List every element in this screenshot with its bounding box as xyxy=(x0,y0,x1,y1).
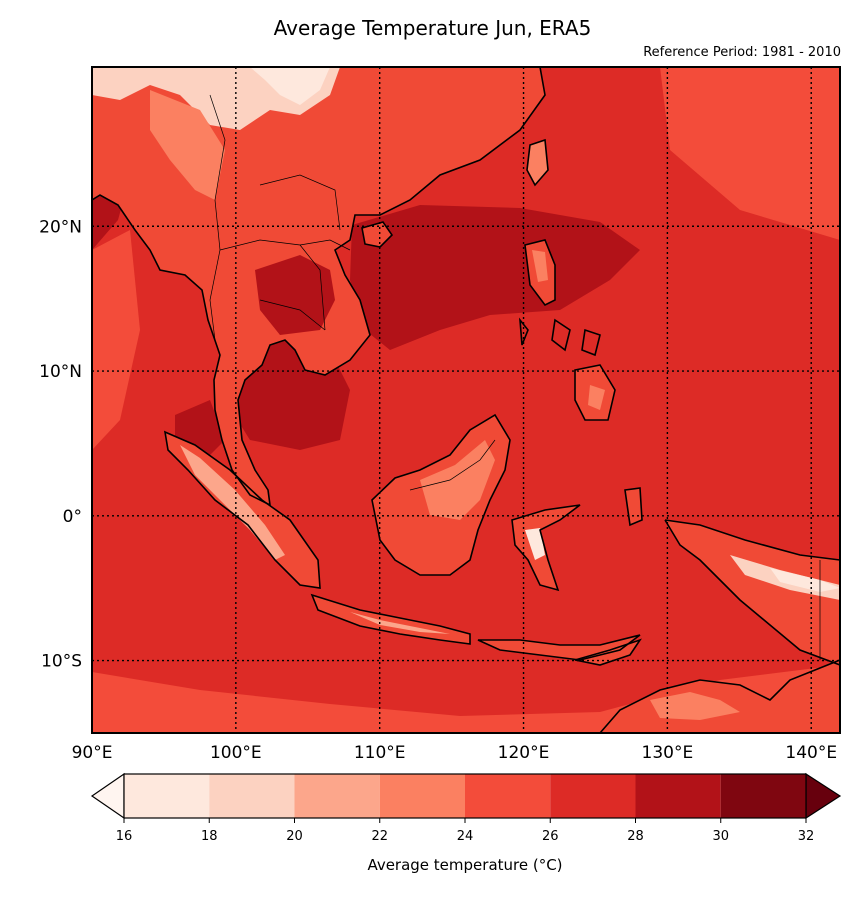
south-china-sea-warm-region xyxy=(350,205,640,350)
colorbar-tick-label: 22 xyxy=(371,829,388,844)
colorbar-label: Average temperature (°C) xyxy=(367,856,563,874)
lat-tick-label: 20°N xyxy=(39,217,82,237)
lat-tick-label: 10°N xyxy=(39,362,82,382)
colorbar-tick-label: 24 xyxy=(457,829,474,844)
colorbar-bin xyxy=(294,774,380,818)
colorbar-bin xyxy=(550,774,636,818)
colorbar-tick-label: 32 xyxy=(798,829,815,844)
colorbar-bin xyxy=(209,774,295,818)
lon-tick-label: 130°E xyxy=(642,743,694,763)
lon-tick-label: 90°E xyxy=(72,743,113,763)
colorbar-tick-label: 26 xyxy=(542,829,559,844)
sumatra-highlands xyxy=(180,445,285,560)
indochina-warm-interior xyxy=(255,255,335,335)
colorbar-tick-label: 16 xyxy=(116,829,133,844)
sulawesi xyxy=(512,505,580,590)
colorbar-bin xyxy=(465,774,551,818)
colorbar-bin xyxy=(379,774,465,818)
colorbar: 16 18 20 22 24 26 28 30 32 xyxy=(90,772,842,844)
mindanao-highlands xyxy=(588,385,605,410)
lon-tick-label: 140°E xyxy=(785,743,837,763)
lat-tick-label: 10°S xyxy=(41,652,82,672)
sulawesi-highlands xyxy=(525,528,545,560)
colorbar-tick-label: 30 xyxy=(712,829,729,844)
new-guinea-peaks xyxy=(770,568,840,592)
map-gridlines xyxy=(92,67,840,733)
latitude-tick-labels: 20°N 10°N 0° 10°S xyxy=(39,217,82,671)
luzon-highlands xyxy=(532,250,548,282)
hainan xyxy=(362,222,392,247)
taiwan xyxy=(527,140,548,185)
colorbar-bin xyxy=(635,774,721,818)
plateau-coldest xyxy=(250,67,330,105)
lon-tick-label: 100°E xyxy=(210,743,262,763)
colorbar-over-arrow xyxy=(805,772,842,820)
lat-tick-label: 0° xyxy=(63,507,82,527)
country-borders xyxy=(209,94,821,660)
lon-tick-label: 110°E xyxy=(354,743,406,763)
australia-north-highlands xyxy=(650,692,740,720)
new-guinea xyxy=(665,520,840,665)
west-ocean-cooler-band xyxy=(92,230,140,450)
longitude-tick-labels: 90°E 100°E 110°E 120°E 130°E 140°E xyxy=(72,743,838,763)
lon-tick-label: 120°E xyxy=(498,743,550,763)
coastlines xyxy=(92,67,840,733)
borneo-interior xyxy=(420,440,495,520)
map-title: Average Temperature Jun, ERA5 xyxy=(273,16,592,40)
myanmar-highlands xyxy=(150,90,225,200)
colorbar-tick-label: 20 xyxy=(286,829,303,844)
reference-period-label: Reference Period: 1981 - 2010 xyxy=(643,45,841,60)
map-frame xyxy=(91,66,841,734)
colorbar-tick-label: 18 xyxy=(201,829,218,844)
colorbar-bin xyxy=(124,774,210,818)
map-plot-area xyxy=(92,67,840,733)
colorbar-bin xyxy=(720,774,806,818)
colorbar-under-arrow xyxy=(90,772,125,820)
colorbar-tick-label: 28 xyxy=(627,829,644,844)
pacific-cooler-band xyxy=(660,67,840,240)
